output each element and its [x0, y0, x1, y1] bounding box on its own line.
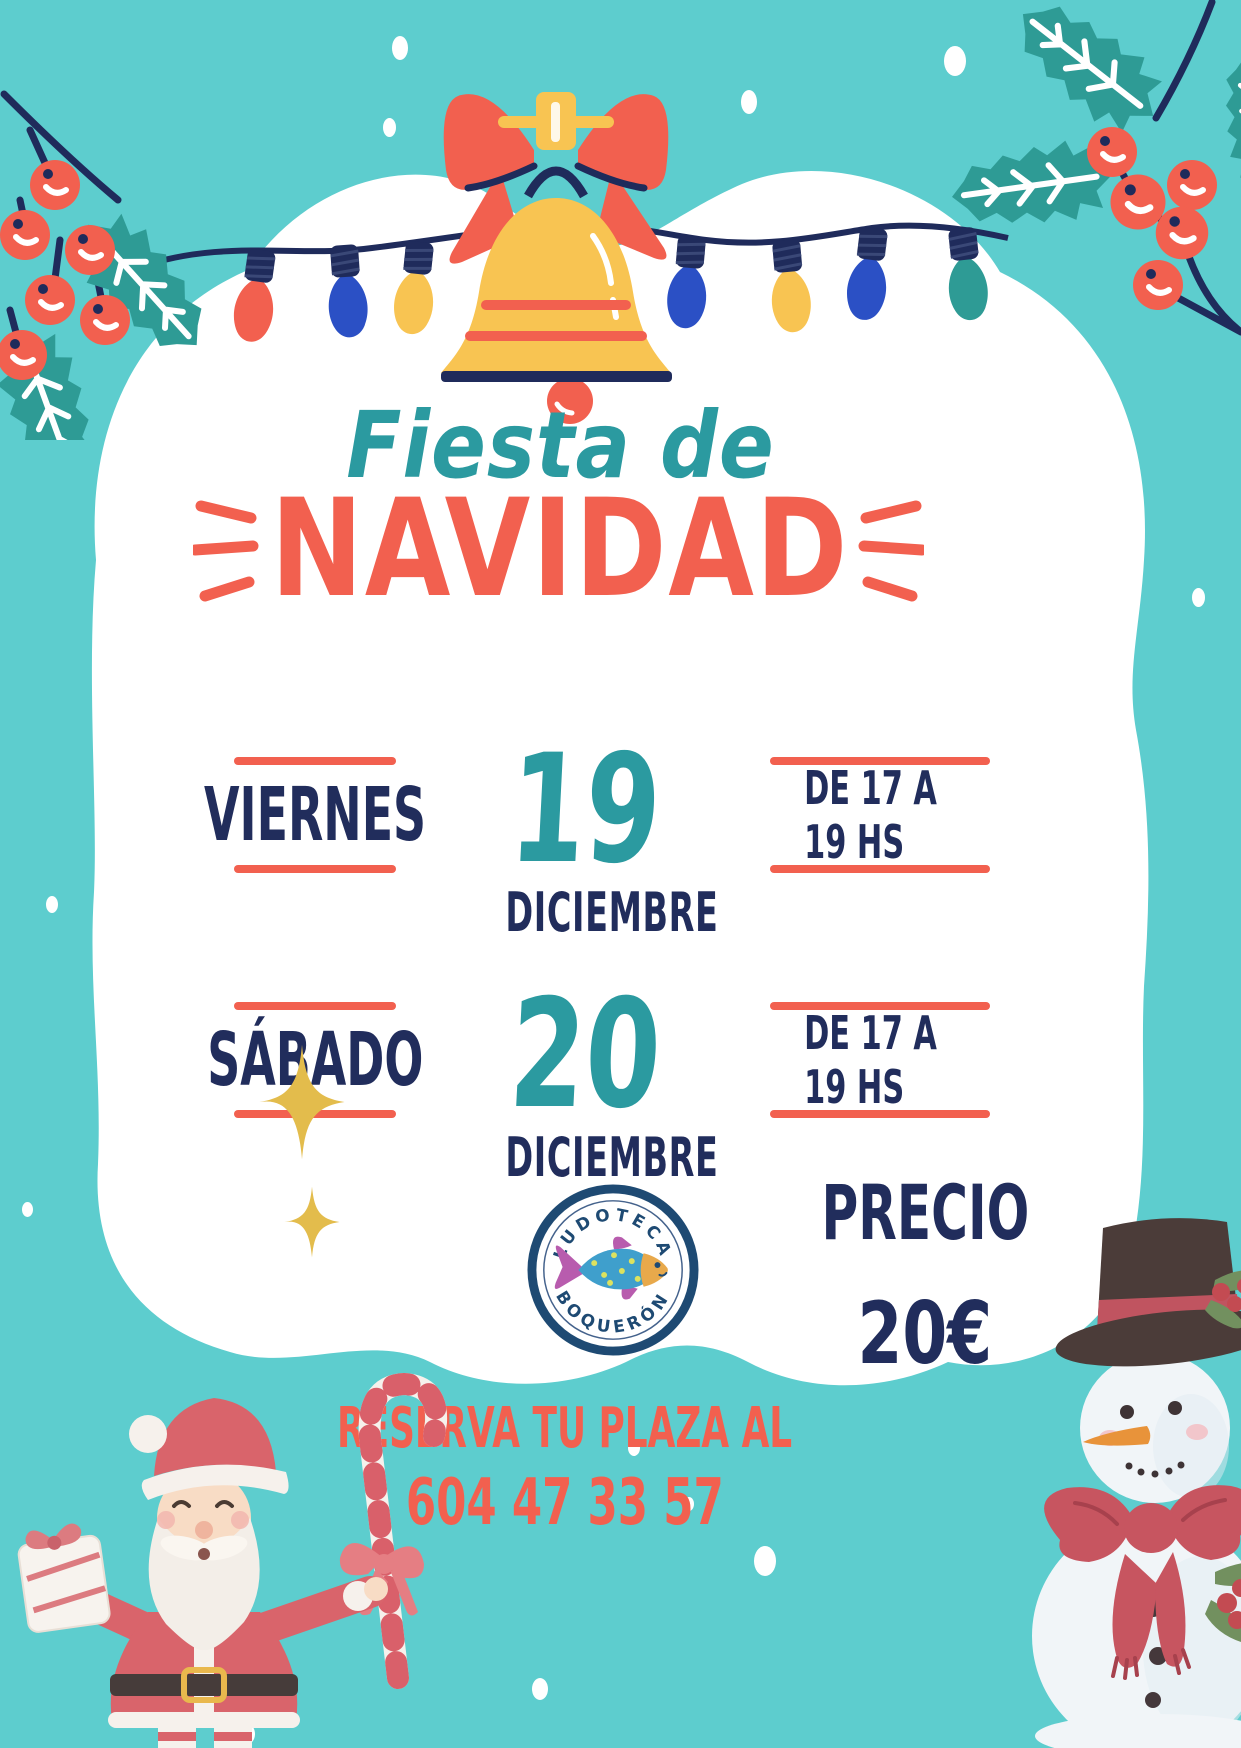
- snow-dot: [944, 46, 966, 76]
- date-number: 19: [505, 723, 665, 897]
- bow-icon: [443, 94, 534, 190]
- rule-line: [770, 865, 990, 873]
- santa-legs: [158, 1726, 252, 1748]
- holly-right-icon: [880, 0, 1241, 336]
- time-label: DE 17 A 19 HS: [804, 1006, 937, 1114]
- holly-sprig-right-icon: [1205, 1563, 1241, 1642]
- light-bulb-yellow-icon: [389, 238, 441, 338]
- title-main-text: NAVIDAD: [270, 470, 850, 627]
- candy-cane-icon: [358, 1372, 448, 1689]
- light-bulb-yellow-icon: [765, 236, 815, 336]
- snowman-face: [1083, 1401, 1208, 1478]
- price-value: 20€: [857, 1284, 993, 1384]
- schedule-row: SÁBADO 20 DICIEMBRE DE 17 A 19 HS: [207, 968, 995, 1189]
- month-label: DICIEMBRE: [505, 1126, 719, 1189]
- time-column: DE 17 A 19 HS: [765, 990, 995, 1189]
- snowman-icon: [1032, 1218, 1241, 1748]
- month-label: DICIEMBRE: [505, 881, 719, 944]
- reserve-line: RESERVA TU PLAZA AL: [337, 1396, 793, 1461]
- sparkles-icon: [259, 1044, 345, 1258]
- price-value-block: 20€: [760, 1284, 1090, 1384]
- sparkle-big-icon: [259, 1044, 345, 1160]
- date-number: 20: [505, 968, 665, 1142]
- date-column: 19 DICIEMBRE: [440, 723, 730, 944]
- navidad-accent-right-icon: [858, 500, 924, 602]
- rule-line: [770, 1002, 990, 1010]
- rule-line: [234, 1002, 396, 1010]
- snow-dot: [741, 90, 757, 114]
- time-column: DE 17 A 19 HS: [765, 745, 995, 944]
- snow-dot: [1192, 588, 1205, 607]
- title-main: NAVIDAD: [60, 470, 1060, 627]
- gift-icon: [17, 1523, 111, 1633]
- light-bulb-blue-icon: [663, 232, 713, 332]
- day-label: VIERNES: [203, 772, 427, 858]
- title-script-text: Fiesta de: [345, 392, 775, 499]
- snow-dot: [46, 896, 58, 913]
- santa-icon: [17, 1372, 448, 1748]
- date-column: 20 DICIEMBRE: [440, 968, 730, 1189]
- top-hat-icon: [1055, 1218, 1241, 1367]
- price-block: PRECIO: [760, 1168, 1090, 1257]
- navidad-accent-left-icon: [193, 500, 259, 602]
- snow-dot: [684, 1497, 694, 1511]
- snow-dot: [383, 118, 396, 137]
- scarf-bow-icon: [1044, 1485, 1241, 1680]
- snow-dot: [22, 1202, 33, 1217]
- rule-line: [234, 757, 396, 765]
- snow-dot: [532, 1678, 548, 1700]
- reserve-text: RESERVA TU PLAZA AL: [200, 1396, 930, 1461]
- sparkle-small-icon: [284, 1186, 340, 1258]
- phone-number: 604 47 33 57: [200, 1466, 930, 1540]
- rule-line: [770, 1110, 990, 1118]
- snow-dot: [628, 1440, 640, 1456]
- bell-icon: [441, 92, 672, 424]
- logo-badge: LUDOTECA BOQUERÓN: [527, 1184, 699, 1356]
- holly-left-icon: [0, 90, 270, 440]
- carrot-nose-icon: [1083, 1426, 1151, 1446]
- fish-icon: [554, 1236, 668, 1300]
- rule-line: [770, 757, 990, 765]
- rule-line: [234, 865, 396, 873]
- light-bulb-blue-icon: [323, 242, 372, 341]
- santa-face: [157, 1500, 249, 1560]
- snow-dot: [392, 36, 408, 60]
- title-script: Fiesta de: [160, 392, 960, 499]
- time-label: DE 17 A 19 HS: [804, 761, 937, 869]
- phone-text: 604 47 33 57: [406, 1466, 724, 1540]
- snow-dot: [754, 1546, 776, 1576]
- santa-hat-icon: [129, 1398, 289, 1500]
- price-label: PRECIO: [821, 1168, 1029, 1257]
- day-column: VIERNES: [204, 745, 426, 944]
- lights-garland-icon: [136, 92, 1009, 424]
- frame-blob-shape: [91, 171, 1149, 1386]
- schedule-row: VIERNES 19 DICIEMBRE DE 17 A 19 HS: [204, 723, 995, 944]
